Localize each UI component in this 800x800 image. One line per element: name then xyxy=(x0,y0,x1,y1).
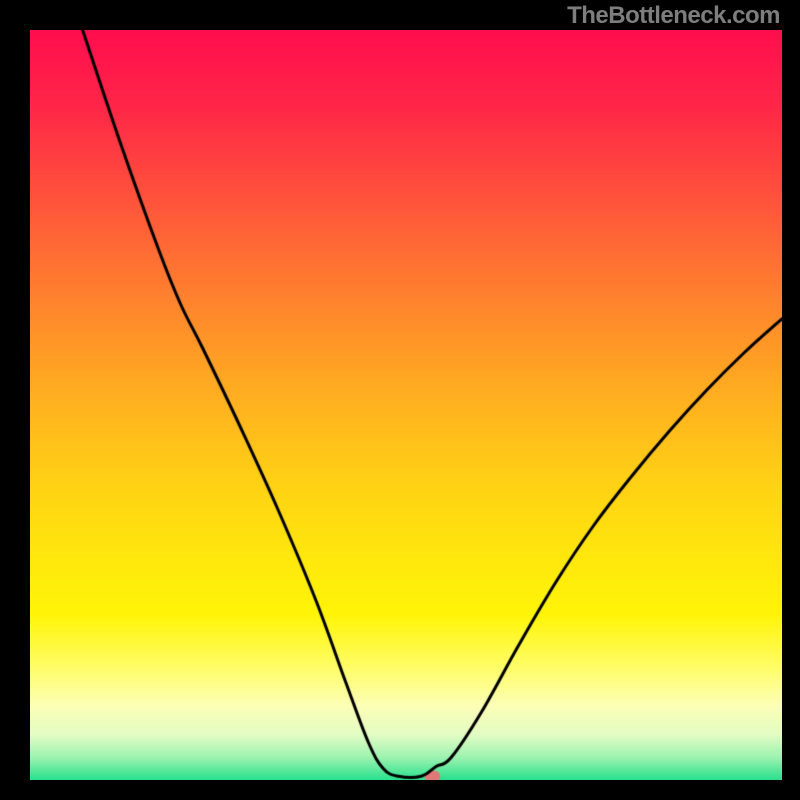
plot-canvas xyxy=(30,30,782,780)
plot-area xyxy=(30,30,782,780)
chart-container: TheBottleneck.com xyxy=(0,0,800,800)
watermark-text: TheBottleneck.com xyxy=(567,2,780,30)
